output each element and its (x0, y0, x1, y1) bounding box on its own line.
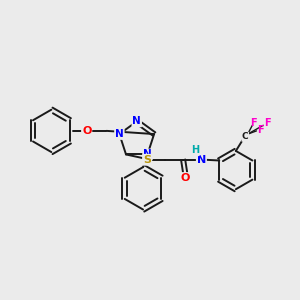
Text: N: N (197, 155, 206, 165)
Text: H: H (191, 145, 199, 155)
Text: O: O (181, 173, 190, 183)
Text: N: N (115, 129, 124, 139)
Text: O: O (82, 126, 92, 136)
Text: N: N (132, 116, 141, 126)
Text: N: N (143, 149, 152, 160)
Text: F: F (250, 118, 257, 128)
Text: C: C (242, 132, 249, 141)
Text: F: F (257, 125, 264, 135)
Text: S: S (143, 155, 151, 165)
Text: F: F (264, 118, 270, 128)
